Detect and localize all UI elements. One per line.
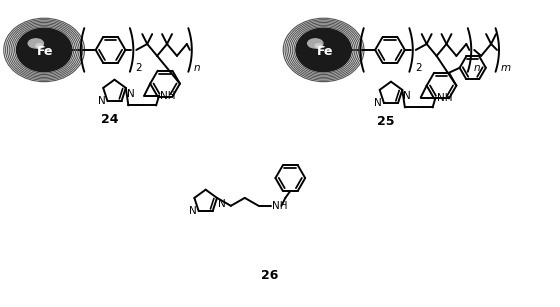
Text: m: m [501, 63, 511, 73]
Text: 2: 2 [136, 63, 142, 73]
Text: N: N [127, 89, 134, 99]
Ellipse shape [16, 28, 72, 72]
Text: N: N [218, 199, 226, 209]
Ellipse shape [296, 28, 351, 72]
Text: 25: 25 [377, 115, 395, 128]
Ellipse shape [28, 39, 44, 48]
Text: NH: NH [273, 201, 288, 211]
Text: N: N [403, 91, 411, 101]
Text: Fe: Fe [38, 45, 54, 57]
Text: NH: NH [160, 91, 176, 100]
Text: n: n [194, 63, 200, 73]
Text: 24: 24 [101, 113, 118, 126]
Text: N: N [189, 206, 197, 216]
Text: N: N [374, 98, 382, 108]
Text: NH: NH [437, 92, 452, 103]
Text: N: N [98, 96, 105, 106]
Text: 2: 2 [415, 63, 421, 73]
Ellipse shape [315, 44, 322, 48]
Text: 26: 26 [262, 269, 279, 282]
Ellipse shape [36, 44, 43, 48]
Ellipse shape [307, 39, 323, 48]
Text: Fe: Fe [317, 45, 333, 57]
Text: n: n [473, 63, 480, 73]
